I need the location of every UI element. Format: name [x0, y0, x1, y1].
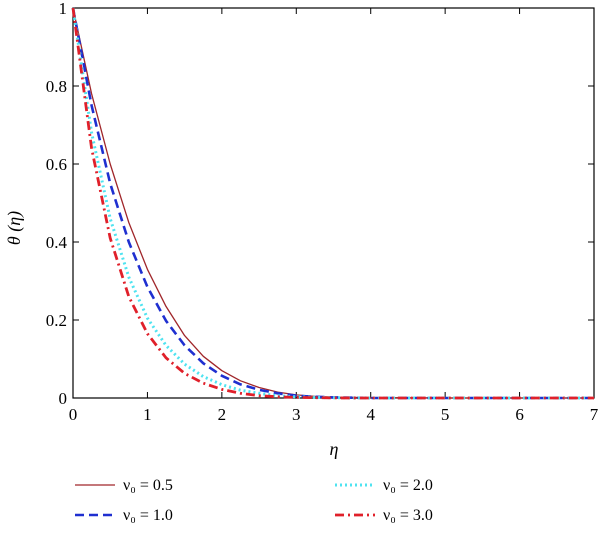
y-tick-label: 1	[59, 0, 68, 18]
series-line-1	[72, 7, 594, 399]
legend: ν₀ = 0.5 ν₀ = 1.0 ν₀ = 2.0 ν₀ = 3.0	[75, 477, 433, 524]
legend-label-2: ν₀ = 1.0	[123, 507, 173, 524]
y-tick-label: 0.2	[46, 311, 67, 330]
y-tick-label: 0.6	[46, 155, 67, 174]
x-tick-label: 4	[366, 405, 375, 424]
y-tick-label: 0.4	[46, 233, 68, 252]
legend-label-4: ν₀ = 3.0	[383, 507, 433, 524]
series-line-3	[71, 7, 594, 400]
x-axis-label: η	[330, 439, 339, 459]
x-tick-label: 3	[292, 405, 301, 424]
x-tick-label: 5	[441, 405, 450, 424]
legend-label-1: ν₀ = 0.5	[123, 477, 173, 494]
x-tick-label: 0	[69, 405, 78, 424]
series-line-4	[71, 7, 594, 400]
x-tick-label: 7	[590, 405, 599, 424]
x-tick-label: 6	[515, 405, 524, 424]
y-tick-label: 0.8	[46, 77, 67, 96]
y-tick-label: 0	[59, 389, 68, 408]
x-tick-label: 2	[218, 405, 227, 424]
y-axis-label: θ (η)	[4, 211, 25, 245]
legend-label-3: ν₀ = 2.0	[383, 477, 433, 494]
x-tick-label: 1	[143, 405, 152, 424]
series-line-2	[71, 7, 594, 400]
